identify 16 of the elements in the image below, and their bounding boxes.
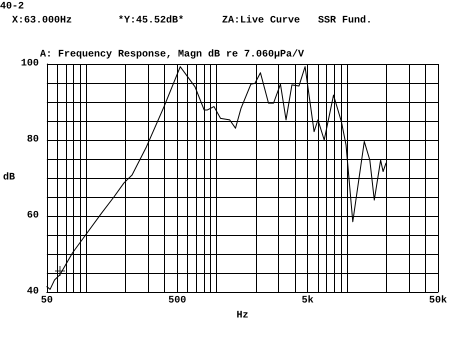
y-tick-label: 100 — [20, 58, 39, 70]
y-tick-label: 60 — [26, 210, 39, 222]
x-tick-label: 5k — [302, 294, 314, 306]
y-axis-title: dB — [2, 172, 15, 184]
text: X:63.000Hz — [12, 16, 72, 26]
x-axis-title: Hz — [236, 310, 248, 322]
y-tick-label: 40 — [26, 286, 39, 298]
x-tick-label: 50 — [40, 296, 53, 306]
y-tick-label: 80 — [26, 134, 39, 146]
x-tick-label: 500 — [168, 296, 186, 306]
text: SSR Fund. — [318, 14, 372, 26]
chart-title: A: Frequency Response, Magn dB re 7.060μPa/V — [40, 48, 304, 60]
x-tick-label: 50k — [428, 294, 448, 306]
text: *Y:45.52dB* — [118, 14, 184, 26]
text: 40-2 — [0, 2, 24, 12]
text: ZA:Live Curve — [222, 14, 300, 26]
